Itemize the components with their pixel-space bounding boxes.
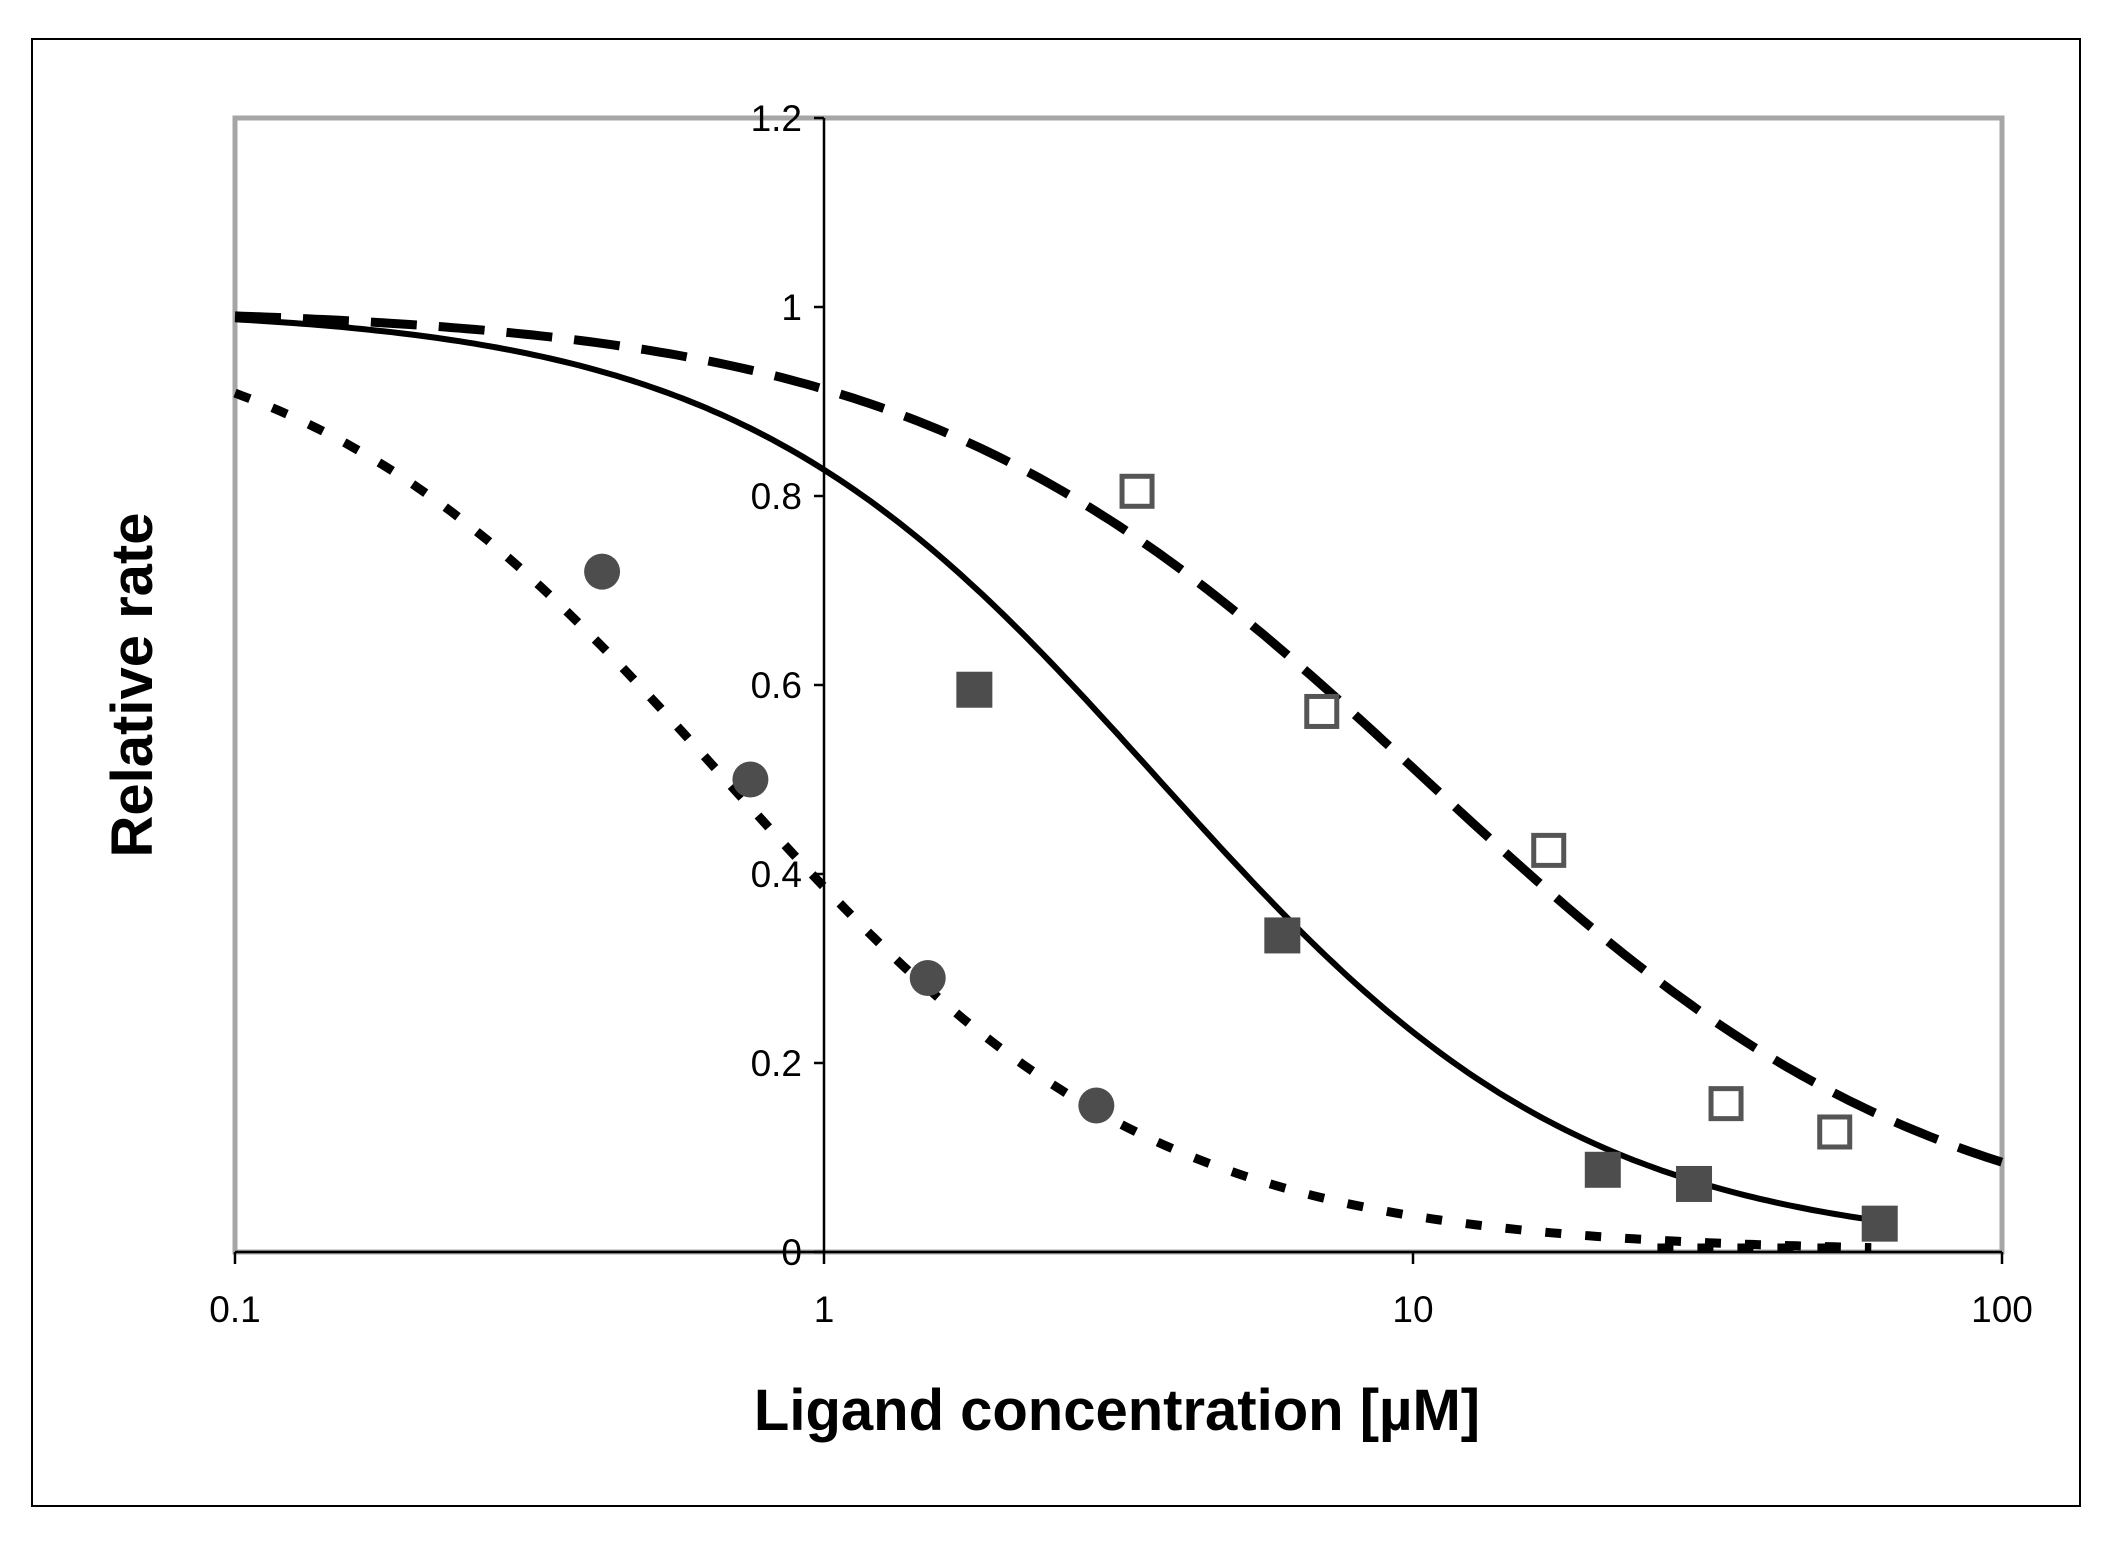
x-axis-title: Ligand concentration [µM] [754, 1378, 1480, 1443]
data-point-square-open [1817, 1114, 1853, 1150]
data-point-circle [909, 959, 946, 996]
plot-area [232, 115, 2005, 1255]
data-point-circle [584, 553, 621, 590]
data-point-square-filled [1676, 1165, 1713, 1202]
data-point-square-filled [1264, 917, 1301, 954]
x-tick-label: 100 [1971, 1289, 2033, 1330]
y-axis-title: Relative rate [100, 513, 165, 858]
x-tick-label: 0.1 [209, 1289, 260, 1330]
data-point-square-filled [1861, 1205, 1898, 1242]
curves-layer [233, 311, 2004, 1253]
y-tick-label: 1.2 [751, 98, 802, 139]
y-tick-label: 0.6 [751, 665, 802, 706]
y-tick-label: 0.4 [751, 854, 802, 895]
y-tick-label: 0.8 [751, 476, 802, 517]
data-point-square-filled [956, 671, 993, 708]
data-point-circle [732, 761, 769, 798]
fit-curve-solid [234, 316, 1881, 1224]
data-point-square-filled [1584, 1151, 1621, 1188]
markers-layer [584, 473, 1898, 1242]
y-tick-label: 1 [781, 287, 802, 328]
data-point-circle [1078, 1087, 1115, 1124]
data-point-square-open [1119, 473, 1155, 509]
x-tick-label: 10 [1392, 1289, 1433, 1330]
data-point-square-open [1531, 832, 1567, 868]
fit-curve-dotted [233, 388, 1872, 1253]
x-tick-label: 1 [814, 1289, 835, 1330]
fit-curve-dashed [234, 311, 2004, 1167]
y-tick-label: 0.2 [751, 1043, 802, 1084]
data-point-square-open [1304, 693, 1340, 729]
data-point-square-open [1708, 1086, 1744, 1122]
y-tick-label: 0 [781, 1232, 802, 1273]
labels-layer: Ligand concentration [µM] Relative rate … [100, 98, 2033, 1443]
